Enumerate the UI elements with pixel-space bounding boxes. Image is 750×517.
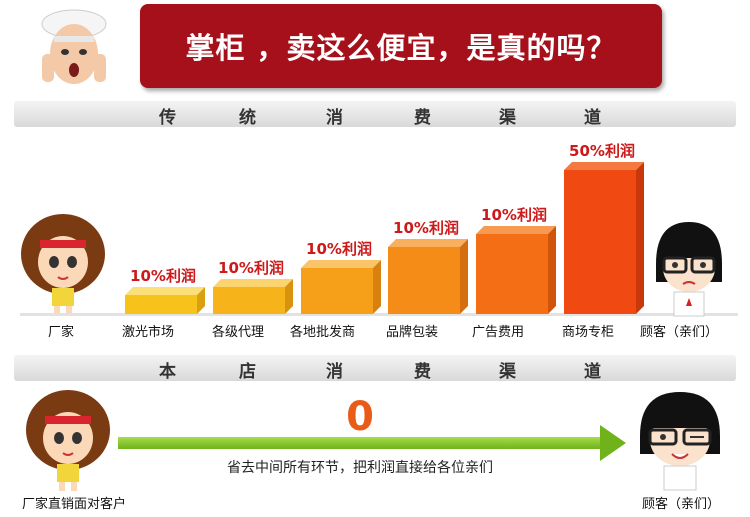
traditional-channel-header: 传 统 消 费 渠 道 [14,101,736,128]
header-char: 费 [414,108,431,128]
bar-2 [213,279,293,314]
bar-data-label: 50%利润 [569,142,635,160]
customer-label: 顾客（亲们） [642,497,721,512]
header-char: 渠 [499,108,516,128]
arrow-right-icon [600,425,626,461]
banner-text: 掌柜 ，卖这么便宜，是真的吗？ [185,31,617,65]
manufacturer-girl-icon [26,390,110,491]
question-banner: 掌柜 ，卖这么便宜，是真的吗？ [140,4,662,88]
bar-data-label: 10%利润 [306,240,372,258]
category-label: 品牌包装 [386,325,439,340]
manufacturer-girl-icon [21,214,105,315]
direct-sales-label: 厂家直销面对客户 [22,497,127,512]
our-store-channel-header: 本 店 消 费 渠 道 [14,355,736,382]
category-label: 各级代理 [212,325,265,340]
header-char: 消 [326,108,343,128]
bar-data-label: 10%利润 [218,259,284,277]
surprised-woman-avatar [41,9,107,84]
traditional-profit-chart: 10%利润 10%利润 10%利润 10%利润 10%利润 50%利润 [125,142,644,314]
header-char: 道 [584,108,601,128]
header-char: 统 [239,108,256,128]
header-char: 传 [159,108,176,128]
bar-1 [125,287,205,314]
bar-6 [564,162,644,314]
category-label: 广告费用 [472,325,525,340]
manufacturer-label: 厂家 [48,325,75,340]
header-char: 消 [326,362,343,382]
chart-floor [20,313,738,316]
header-char: 渠 [499,362,516,382]
direct-caption: 省去中间所有环节，把利润直接给各位亲们 [227,460,493,476]
winking-customer-girl-icon [640,392,720,491]
bar-5 [476,226,556,314]
header-char: 道 [584,362,601,382]
bar-3 [301,260,381,314]
bar-data-label: 10%利润 [130,267,196,285]
header-char: 店 [239,362,256,382]
customer-label: 顾客（亲们） [640,325,719,340]
header-char: 费 [414,362,431,382]
category-label: 各地批发商 [290,325,356,340]
middleman-count: 0 [346,394,374,440]
direct-arrow-shaft [118,437,608,449]
category-label: 商场专柜 [562,325,615,340]
category-label: 激光市场 [122,325,175,340]
bar-data-label: 10%利润 [481,206,547,224]
customer-girl-icon [656,222,722,317]
bar-4 [388,239,468,314]
header-char: 本 [159,362,176,382]
bar-data-label: 10%利润 [393,219,459,237]
